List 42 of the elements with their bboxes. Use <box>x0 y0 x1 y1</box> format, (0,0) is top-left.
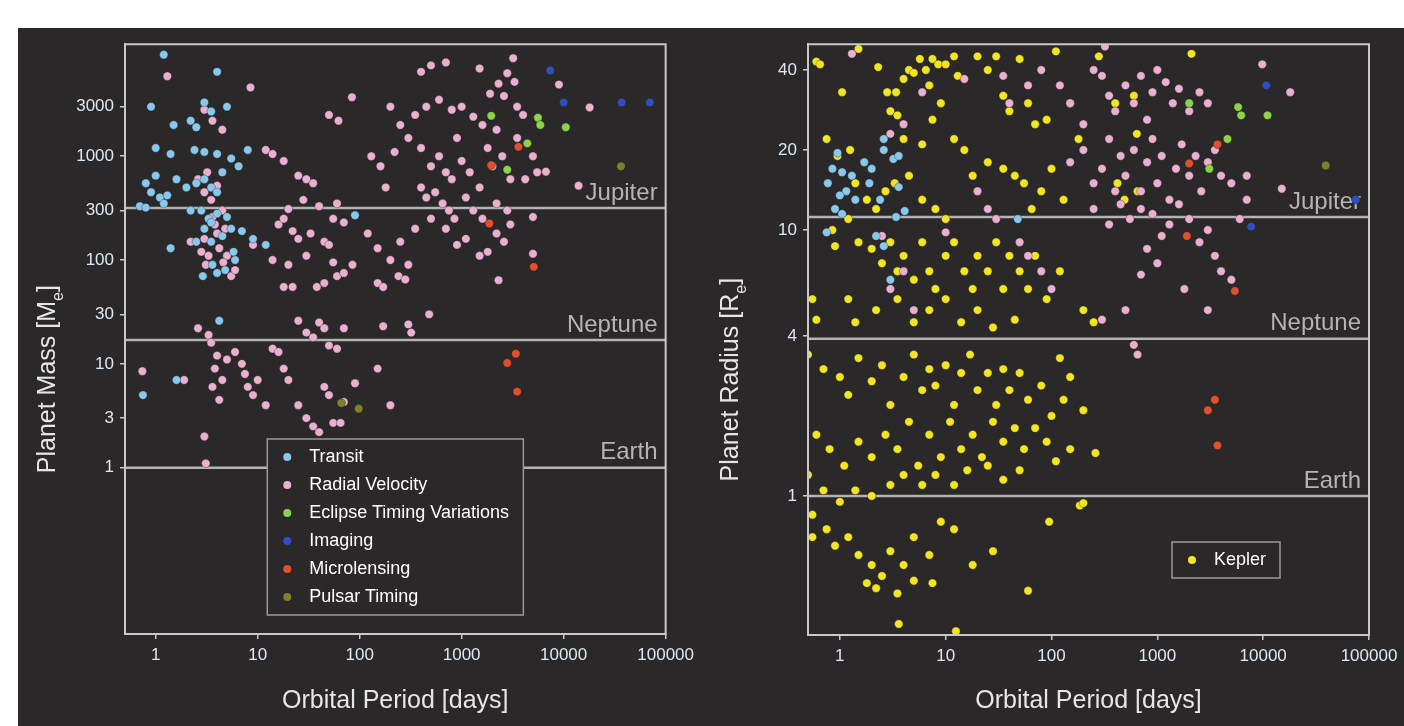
y-tick-label: 1 <box>787 485 797 505</box>
x-tick-label: 100000 <box>637 644 694 664</box>
y-tick-label: 3 <box>104 407 114 427</box>
ref-line-label: Neptune <box>566 309 658 337</box>
ref-line-label: Jupiter <box>1288 186 1361 214</box>
legend-label: Microlensing <box>309 557 411 578</box>
x-tick-label: 10000 <box>1239 645 1287 665</box>
x-tick-label: 10 <box>936 645 956 665</box>
x-tick-label: 1000 <box>442 644 481 664</box>
legend-label: Radial Velocity <box>309 473 428 494</box>
legend-label: Transit <box>309 445 364 466</box>
x-tick-label: 1000 <box>1138 645 1177 665</box>
y-tick-label: 100 <box>85 249 114 269</box>
y-axis-title: Planet Radius [Re] <box>715 277 749 482</box>
ref-line-label: Earth <box>600 437 658 465</box>
x-axis-title: Orbital Period [days] <box>282 685 509 713</box>
legend-label: Eclipse Timing Variations <box>309 501 510 522</box>
y-tick-label: 40 <box>778 59 797 79</box>
x-tick-label: 100 <box>345 644 374 664</box>
y-tick-label: 4 <box>787 325 797 345</box>
y-tick-label: 20 <box>778 139 797 159</box>
y-tick-label: 30 <box>95 304 114 324</box>
y-tick-label: 3000 <box>76 96 114 116</box>
legend-label: Kepler <box>1213 548 1267 569</box>
legend-label: Pulsar Timing <box>309 585 419 606</box>
y-axis-title: Planet Mass [Me] <box>32 284 66 474</box>
x-tick-label: 1 <box>150 644 161 664</box>
x-tick-label: 10 <box>248 644 268 664</box>
y-tick-label: 1000 <box>76 145 114 165</box>
ref-line-label: Jupiter <box>585 177 658 205</box>
ref-line-label: Earth <box>1303 465 1361 493</box>
x-tick-label: 10000 <box>540 644 588 664</box>
x-axis-title: Orbital Period [days] <box>975 685 1202 713</box>
x-tick-label: 1 <box>835 645 845 665</box>
x-tick-label: 100000 <box>1340 645 1398 665</box>
y-tick-label: 10 <box>95 353 114 373</box>
ref-line-label: Neptune <box>1270 308 1361 336</box>
y-tick-label: 10 <box>778 219 797 239</box>
x-tick-label: 100 <box>1037 645 1066 665</box>
y-tick-label: 300 <box>85 200 114 220</box>
y-tick-label: 1 <box>104 457 114 477</box>
legend-label: Imaging <box>309 529 374 550</box>
